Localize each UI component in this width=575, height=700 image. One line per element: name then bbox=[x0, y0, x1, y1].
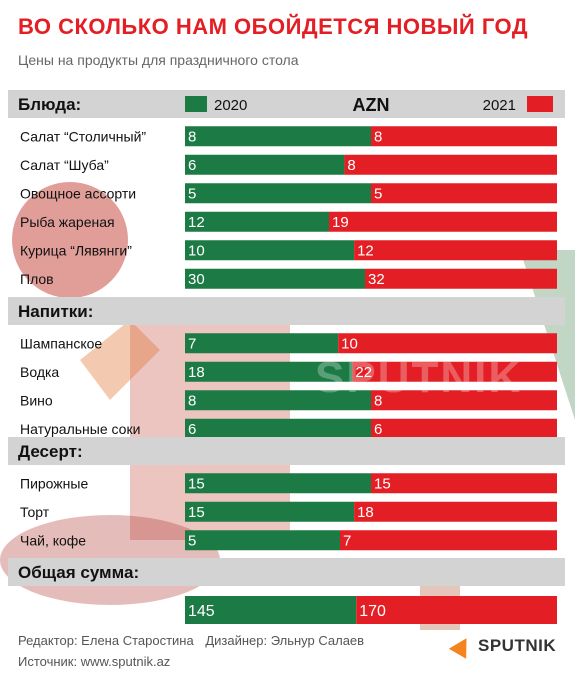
section-heading-band bbox=[8, 90, 565, 118]
sputnik-logo-icon bbox=[448, 633, 476, 659]
sputnik-watermark: SPUTNIK bbox=[315, 353, 522, 402]
section-heading: Блюда: bbox=[18, 95, 81, 114]
bar-2020 bbox=[185, 268, 365, 289]
value-label-2021: 32 bbox=[368, 271, 385, 288]
value-label-2020: 15 bbox=[188, 476, 205, 493]
value-label-2021: 10 bbox=[341, 336, 358, 353]
row-label: Салат “Шуба” bbox=[20, 157, 109, 173]
bar-2021 bbox=[356, 596, 557, 624]
currency-label: AZN bbox=[353, 95, 390, 115]
bar-2020 bbox=[185, 473, 371, 494]
value-label-2020: 5 bbox=[188, 533, 196, 550]
value-label-2020: 30 bbox=[188, 271, 205, 288]
section-heading: Десерт: bbox=[18, 442, 83, 461]
value-label-2021: 7 bbox=[343, 533, 351, 550]
bar-2020 bbox=[185, 390, 371, 411]
value-label-2020: 6 bbox=[188, 421, 196, 438]
sputnik-logo: SPUTNIK bbox=[448, 633, 557, 659]
bar-2020 bbox=[185, 361, 353, 382]
row-label: Плов bbox=[20, 271, 54, 287]
legend-label-2021: 2021 bbox=[483, 97, 516, 114]
value-label-2021: 18 bbox=[357, 504, 374, 521]
designer-credit: Дизайнер: Эльнур Салаев bbox=[205, 633, 365, 648]
value-label-2021: 170 bbox=[359, 603, 386, 620]
bar-2021 bbox=[354, 240, 557, 261]
section-heading-band bbox=[8, 558, 565, 586]
value-label-2020: 145 bbox=[188, 603, 215, 620]
credits: Редактор: Елена Старостина Дизайнер: Эль… bbox=[18, 630, 372, 672]
row-label: Вино bbox=[20, 392, 53, 408]
value-label-2021: 6 bbox=[374, 421, 382, 438]
value-label-2020: 10 bbox=[188, 243, 205, 260]
value-label-2021: 19 bbox=[332, 214, 349, 231]
bar-2020 bbox=[185, 418, 371, 439]
value-label-2020: 12 bbox=[188, 214, 205, 231]
value-label-2021: 8 bbox=[374, 393, 382, 410]
legend-swatch-2021 bbox=[527, 96, 553, 112]
bar-2021 bbox=[371, 418, 557, 439]
bar-2020 bbox=[185, 240, 355, 261]
bar-2021 bbox=[352, 361, 557, 382]
legend-label-2020: 2020 bbox=[214, 97, 247, 114]
value-label-2021: 8 bbox=[347, 157, 355, 174]
value-label-2021: 15 bbox=[374, 476, 391, 493]
value-label-2020: 8 bbox=[188, 129, 196, 146]
bar-2021 bbox=[340, 530, 557, 551]
value-label-2021: 8 bbox=[374, 129, 382, 146]
row-label: Салат “Столичный” bbox=[20, 128, 146, 144]
value-label-2020: 7 bbox=[188, 336, 196, 353]
bar-2021 bbox=[344, 154, 557, 175]
ornament-decoration bbox=[12, 182, 128, 298]
legend-swatch-2020 bbox=[185, 96, 207, 112]
row-label: Пирожные bbox=[20, 475, 88, 491]
value-label-2020: 15 bbox=[188, 504, 205, 521]
source-credit: Источник: www.sputnik.az bbox=[18, 654, 171, 669]
value-label-2021: 5 bbox=[374, 186, 382, 203]
value-label-2020: 6 bbox=[188, 157, 196, 174]
bar-2020 bbox=[185, 211, 329, 232]
section-heading-band bbox=[8, 437, 565, 465]
row-label: Натуральные соки bbox=[20, 421, 140, 437]
bar-2020 bbox=[185, 501, 355, 522]
page-subtitle: Цены на продукты для праздничного стола bbox=[18, 52, 299, 68]
value-label-2021: 22 bbox=[355, 364, 372, 381]
value-label-2021: 12 bbox=[357, 243, 374, 260]
value-label-2020: 5 bbox=[188, 186, 196, 203]
section-heading-band bbox=[8, 297, 565, 325]
bar-2021 bbox=[371, 183, 557, 204]
bar-2020 bbox=[185, 596, 357, 624]
bar-2020 bbox=[185, 154, 345, 175]
bar-2020 bbox=[185, 126, 371, 147]
bar-2021 bbox=[371, 473, 557, 494]
row-label: Курица “Лявянги” bbox=[20, 242, 132, 258]
sputnik-logo-text: SPUTNIK bbox=[478, 636, 557, 655]
section-heading: Напитки: bbox=[18, 302, 93, 321]
editor-credit: Редактор: Елена Старостина bbox=[18, 633, 194, 648]
stocking-decoration bbox=[80, 320, 160, 400]
bar-2021 bbox=[371, 126, 557, 147]
bar-2020 bbox=[185, 333, 339, 354]
value-label-2020: 8 bbox=[188, 393, 196, 410]
bar-2021 bbox=[329, 211, 557, 232]
row-label: Чай, кофе bbox=[20, 532, 86, 548]
row-label: Водка bbox=[20, 364, 59, 380]
bar-2021 bbox=[371, 390, 557, 411]
section-heading: Общая сумма: bbox=[18, 563, 139, 582]
bar-2020 bbox=[185, 530, 340, 551]
row-label: Шампанское bbox=[20, 335, 102, 351]
bar-2020 bbox=[185, 183, 371, 204]
row-label: Овощное ассорти bbox=[20, 185, 136, 201]
bar-2021 bbox=[338, 333, 557, 354]
value-label-2020: 18 bbox=[188, 364, 205, 381]
row-label: Торт bbox=[20, 504, 50, 520]
bar-2021 bbox=[354, 501, 557, 522]
bar-2021 bbox=[365, 268, 557, 289]
row-label: Рыба жареная bbox=[20, 214, 115, 230]
page-title: ВО СКОЛЬКО НАМ ОБОЙДЕТСЯ НОВЫЙ ГОД bbox=[18, 14, 529, 39]
